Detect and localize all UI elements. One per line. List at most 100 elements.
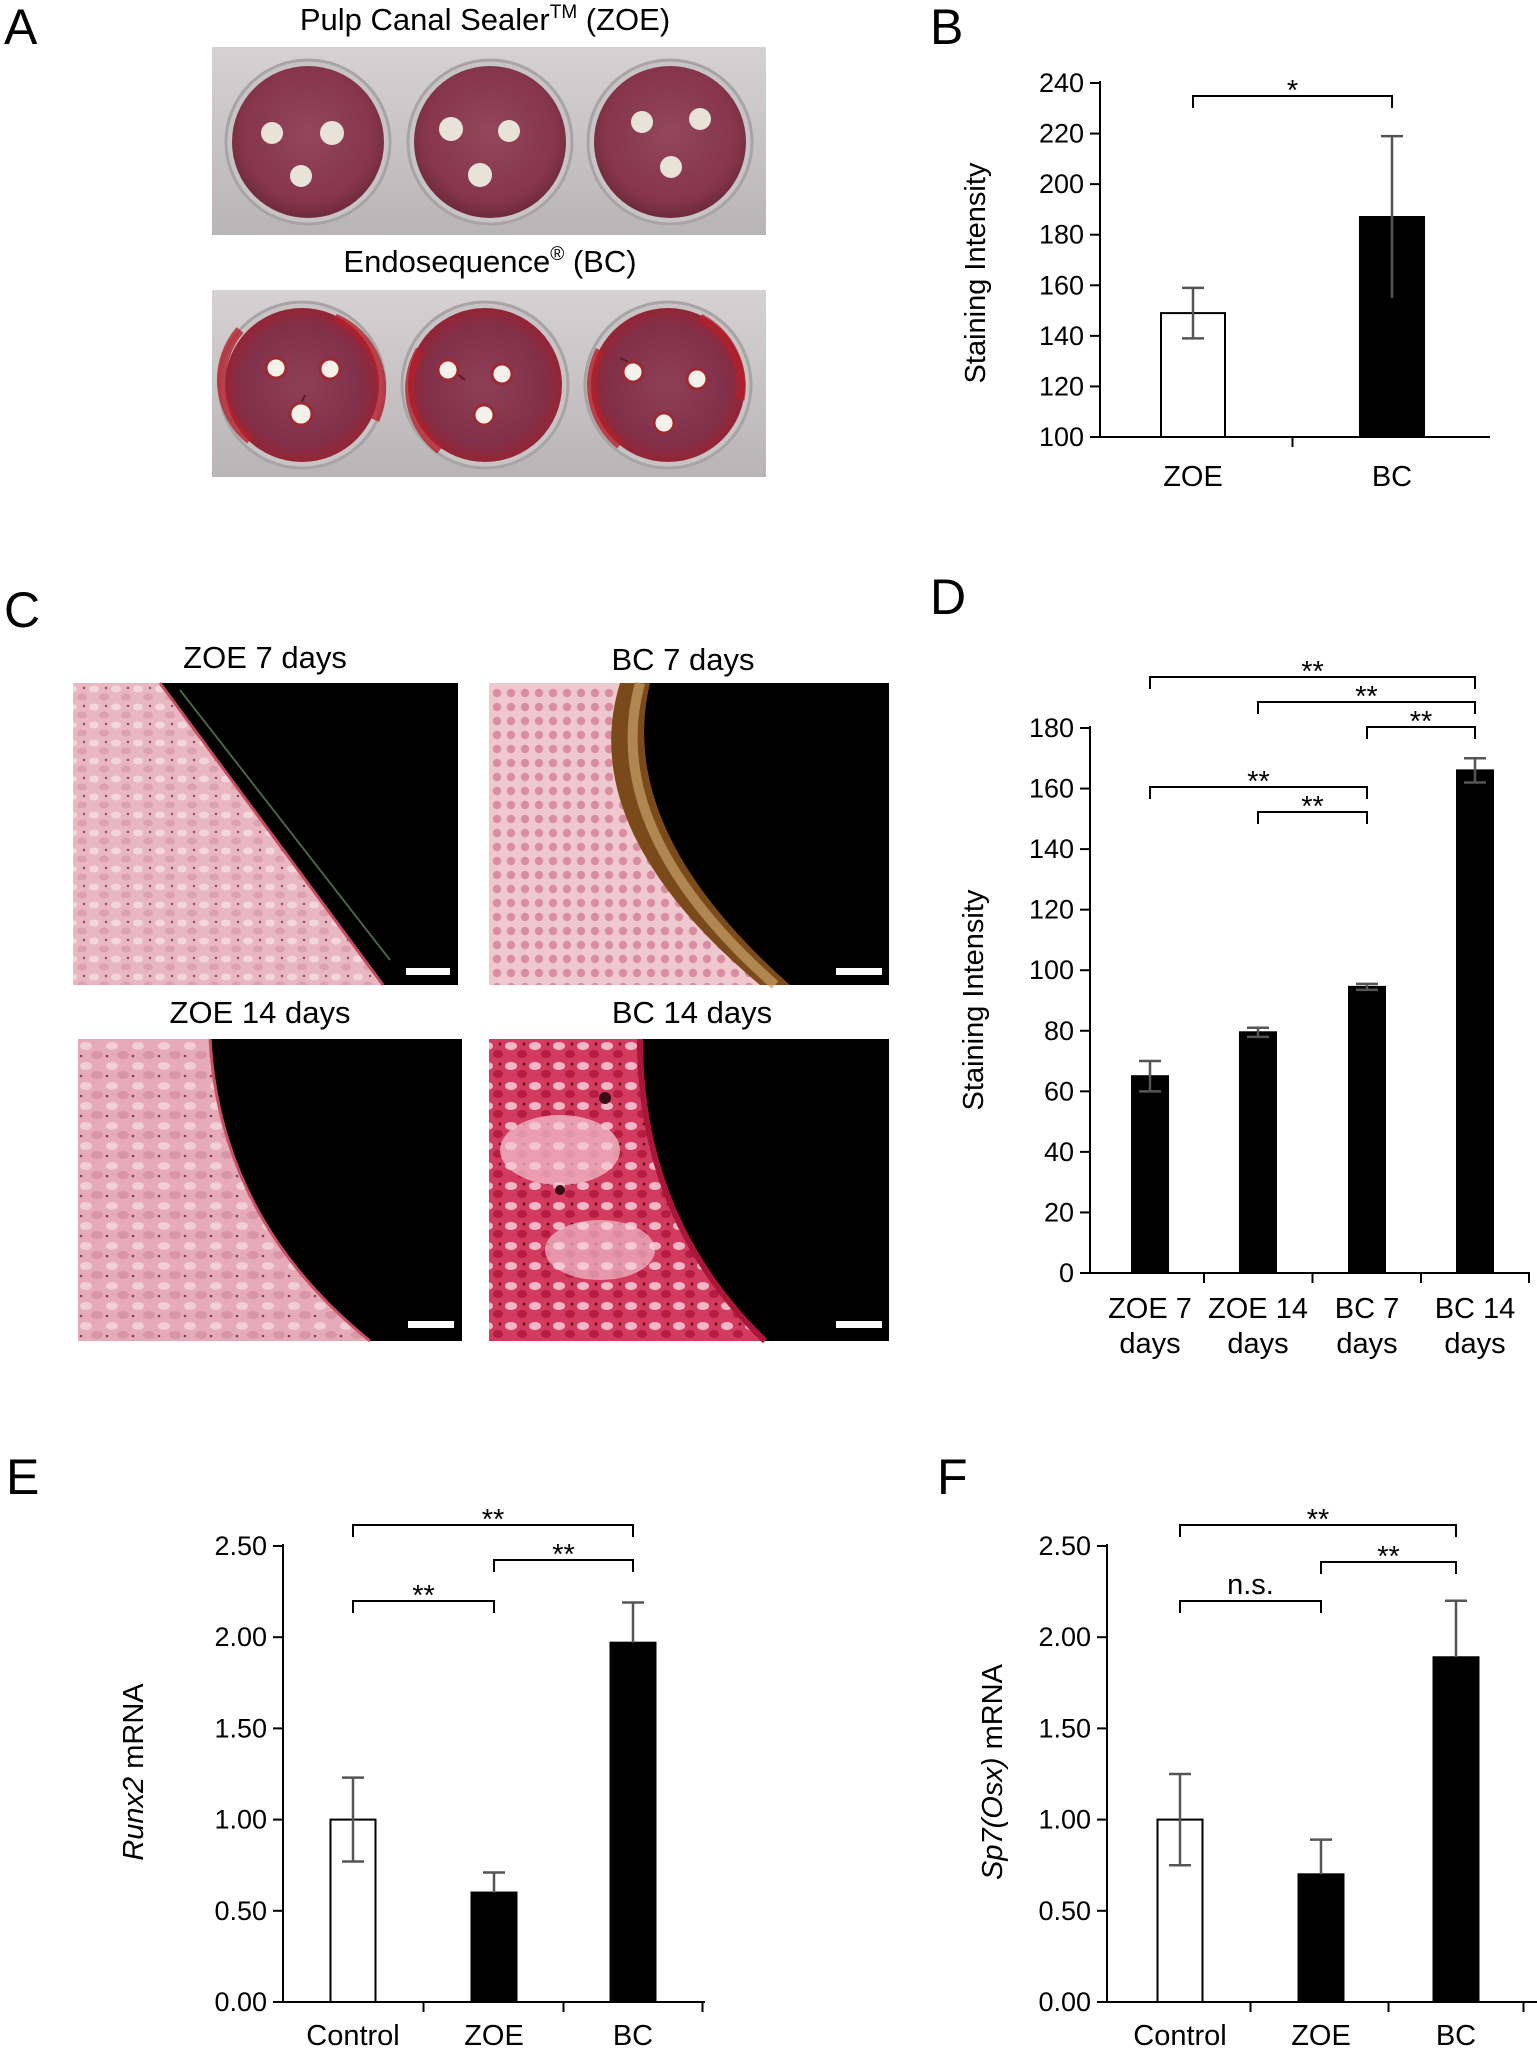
chart-f-significance-bracket	[1179, 1600, 1322, 1613]
chart-d-x-tick-label: ZOE 7	[1108, 1293, 1192, 1325]
panel-label-c: C	[4, 582, 40, 638]
chart-d-x-tick-label: BC 7	[1335, 1293, 1399, 1325]
micrograph-zoe-14-days	[78, 1038, 462, 1343]
chart-d-significance-label: **	[1410, 706, 1433, 738]
chart-b: 100 120 140 160 180 200 220 240 ZOE BC * Staining I…	[960, 68, 1490, 493]
chart-e-bar	[470, 1891, 518, 2004]
chart-e-y-tick-label: 2.50	[214, 1531, 267, 1561]
panel-label-f: F	[937, 1449, 968, 1505]
chart-e-y-axis-label: Runx2 mRNA	[118, 1683, 150, 1861]
chart-b-y-tick-label: 120	[1039, 371, 1084, 401]
micrograph-title-bc-7: BC 7 days	[611, 642, 754, 677]
chart-e-y-tick-label: 1.00	[214, 1805, 267, 1835]
chart-d-significance-bracket	[1257, 701, 1476, 714]
chart-b-y-tick-label: 200	[1039, 169, 1084, 199]
chart-b-y-axis-label: Staining Intensity	[960, 162, 992, 383]
chart-d-y-tick-label: 160	[1029, 774, 1074, 804]
chart-d-bar	[1239, 1031, 1277, 1274]
chart-f-y-tick-label: 0.50	[1038, 1896, 1091, 1926]
chart-f-y-tick-label: 2.50	[1038, 1531, 1091, 1561]
chart-e-x-tick-label: BC	[613, 2020, 653, 2052]
panel-f: F 0.00 0.50 1.00 1.50 2.00 2.50 Control ZOE BC **…	[937, 1449, 1537, 2052]
chart-d-y-tick-label: 140	[1029, 834, 1074, 864]
chart-f-y-axis-label: Sp7(Osx) mRNA	[977, 1663, 1009, 1880]
panel-a-title-top: Pulp Canal SealerTM (ZOE)	[300, 2, 670, 37]
panel-label-b: B	[930, 0, 963, 55]
micrograph-title-bc-14: BC 14 days	[612, 995, 772, 1030]
chart-e-significance-bracket	[493, 1559, 634, 1572]
chart-d-bar	[1131, 1075, 1169, 1275]
chart-f-y-tick-label: 2.00	[1038, 1622, 1091, 1652]
chart-e-y-tick-label: 2.00	[214, 1622, 267, 1652]
chart-f-significance-label: n.s.	[1227, 1569, 1274, 1601]
panel-a: A Pulp Canal SealerTM (ZOE) Endosequence…	[4, 0, 766, 477]
chart-b-y-tick-label: 160	[1039, 270, 1084, 300]
chart-f-x-tick-label: BC	[1436, 2020, 1476, 2052]
chart-d-significance-bracket	[1149, 786, 1368, 799]
chart-d-y-tick-label: 80	[1044, 1016, 1074, 1046]
chart-d-x-tick-label: days	[1336, 1328, 1397, 1360]
chart-e: 0.00 0.50 1.00 1.50 2.00 2.50 Control ZOE BC ** **…	[118, 1504, 705, 2052]
chart-d-y-tick-label: 120	[1029, 895, 1074, 925]
chart-e-significance-bracket	[352, 1600, 495, 1613]
chart-e-y-tick-label: 1.50	[214, 1713, 267, 1743]
chart-f-significance-bracket	[1320, 1561, 1457, 1574]
zoe-culture-plate-image	[212, 47, 766, 235]
chart-d-significance-bracket	[1257, 811, 1368, 824]
chart-b-x-tick-label: BC	[1372, 461, 1412, 493]
chart-d-y-tick-label: 20	[1044, 1197, 1074, 1227]
micrograph-bc-14-days	[489, 1038, 889, 1344]
chart-f-significance-label: **	[1377, 1541, 1400, 1573]
chart-d-significance-label: **	[1301, 656, 1324, 688]
chart-b-bar	[1160, 312, 1226, 439]
chart-e-significance-bracket	[352, 1524, 634, 1537]
panel-a-title-bottom: Endosequence® (BC)	[343, 244, 636, 279]
chart-d-significance-label: **	[1301, 791, 1324, 823]
micrograph-zoe-7-days	[73, 682, 458, 986]
bc-culture-plate-image	[212, 290, 766, 477]
chart-d-y-tick-label: 0	[1059, 1258, 1074, 1288]
chart-e-bar	[609, 1641, 657, 2003]
panel-e: E 0.00 0.50 1.00 1.50 2.00 2.50 Control ZOE BC **…	[6, 1449, 705, 2052]
chart-f-y-tick-label: 0.00	[1038, 1987, 1091, 2017]
chart-e-significance-label: **	[482, 1504, 505, 1536]
chart-f-x-tick-label: Control	[1133, 2020, 1227, 2052]
chart-b-x-tick-label: ZOE	[1163, 461, 1223, 493]
chart-b-y-tick-label: 180	[1039, 220, 1084, 250]
chart-d-x-tick-label: days	[1227, 1328, 1288, 1360]
chart-e-y-tick-label: 0.50	[214, 1896, 267, 1926]
chart-d-x-tick-label: days	[1444, 1328, 1505, 1360]
chart-b-y-tick-label: 140	[1039, 321, 1084, 351]
chart-f-bar	[1432, 1656, 1480, 2004]
chart-f-significance-label: **	[1307, 1504, 1330, 1536]
micrograph-title-zoe-7: ZOE 7 days	[183, 640, 347, 675]
chart-f-x-tick-label: ZOE	[1291, 2020, 1351, 2052]
chart-d-significance-label: **	[1355, 681, 1378, 713]
chart-d-significance-label: **	[1247, 766, 1270, 798]
panel-label-d: D	[930, 569, 966, 625]
panel-label-a: A	[4, 0, 38, 55]
chart-b-y-tick-label: 100	[1039, 422, 1084, 452]
chart-d-y-axis-label: Staining Intensity	[958, 889, 990, 1110]
chart-d-bar	[1456, 769, 1494, 1275]
chart-b-significance-label: *	[1287, 75, 1298, 107]
panel-label-e: E	[6, 1449, 39, 1505]
chart-d-x-tick-label: BC 14	[1435, 1293, 1516, 1325]
chart-f-significance-bracket	[1179, 1524, 1457, 1537]
chart-f-bar	[1297, 1873, 1345, 2003]
chart-d-x-tick-label: days	[1119, 1328, 1180, 1360]
chart-d-y-tick-label: 100	[1029, 955, 1074, 985]
chart-b-y-tick-label: 220	[1039, 119, 1084, 149]
panel-b: B 100 120 140 160 180 200 220 240 ZOE BC * Staining…	[930, 0, 1490, 493]
chart-f-y-tick-label: 1.50	[1038, 1713, 1091, 1743]
panel-c: C ZOE 7 days BC 7 days ZOE 14 days BC 14…	[4, 582, 889, 1344]
chart-d-significance-bracket	[1149, 676, 1476, 689]
chart-e-significance-label: **	[412, 1580, 435, 1612]
chart-e-x-tick-label: ZOE	[464, 2020, 524, 2052]
chart-d-y-tick-label: 40	[1044, 1137, 1074, 1167]
chart-b-significance-bracket	[1192, 95, 1393, 108]
chart-d-x-tick-label: ZOE 14	[1208, 1293, 1308, 1325]
